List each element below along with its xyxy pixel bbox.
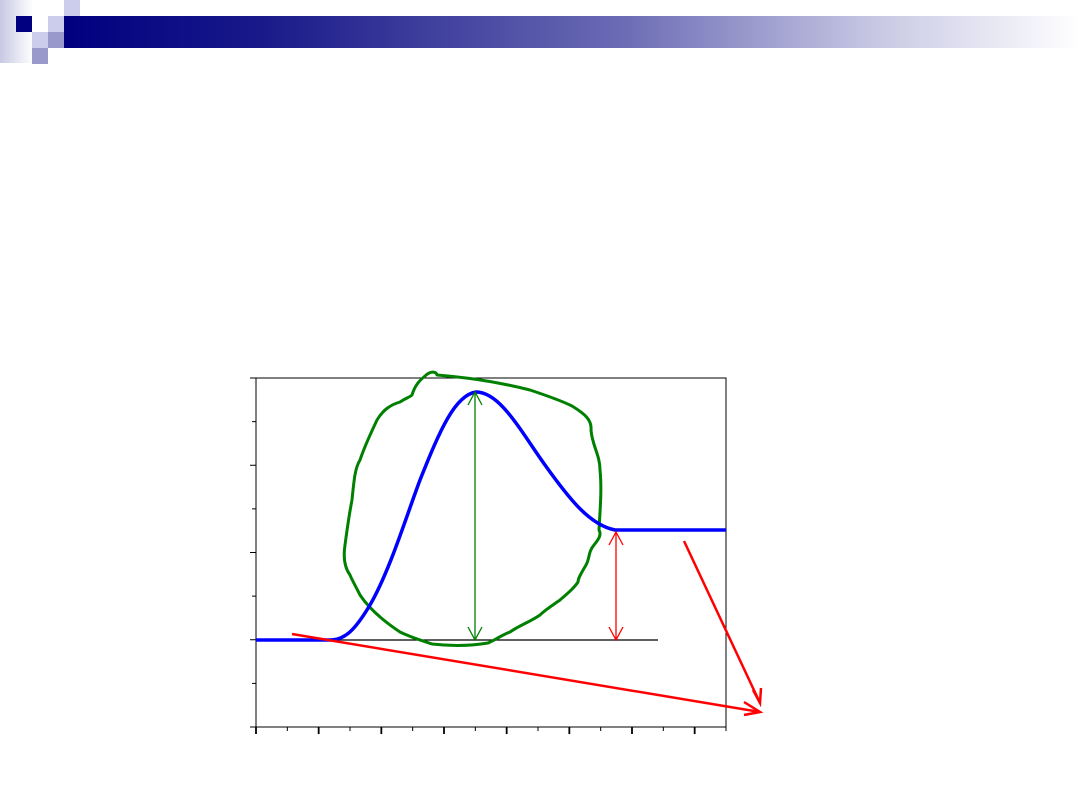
drop-arrow-icon bbox=[682, 540, 763, 708]
trend-arrow-icon bbox=[291, 632, 764, 717]
plateau-double-arrow-icon bbox=[608, 530, 624, 642]
decor-square bbox=[64, 0, 80, 16]
decor-square bbox=[16, 16, 32, 32]
peak-double-arrow-icon bbox=[467, 390, 483, 642]
x-ticks bbox=[255, 727, 727, 734]
decor-square bbox=[32, 48, 48, 64]
plot-frame bbox=[250, 377, 727, 734]
header-gradient-bar bbox=[64, 16, 1080, 48]
outline-blob bbox=[342, 370, 603, 647]
decor-square bbox=[48, 16, 64, 32]
decor-square bbox=[48, 32, 64, 48]
decor-square bbox=[32, 32, 48, 48]
y-ticks bbox=[250, 377, 256, 728]
response-curve bbox=[256, 390, 726, 642]
